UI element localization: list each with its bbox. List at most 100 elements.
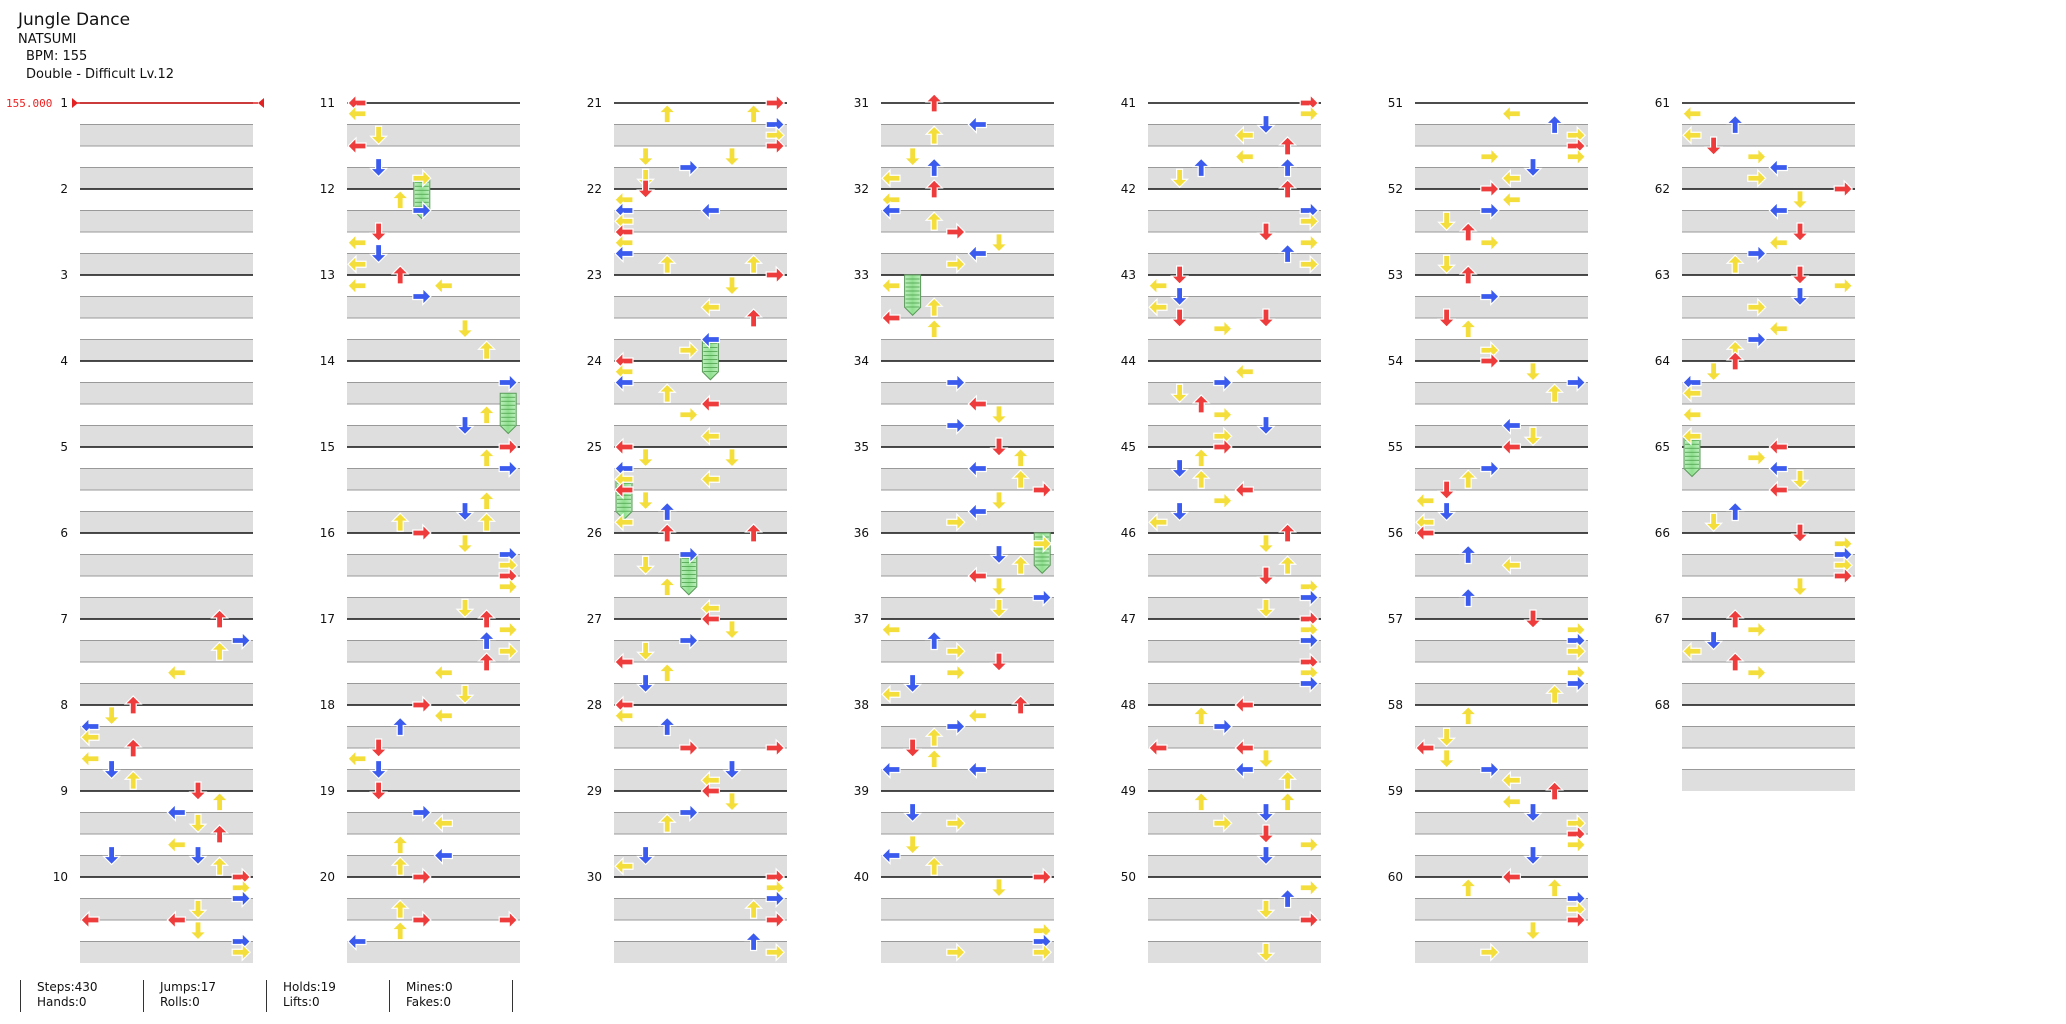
arrow-right-icon <box>1833 276 1854 296</box>
beat-stripe <box>80 769 253 791</box>
arrow-up-icon <box>477 404 497 425</box>
arrow-right-icon <box>1747 330 1767 349</box>
beat-stripe <box>1682 640 1855 662</box>
arrow-down-icon <box>1523 845 1543 866</box>
arrow-up-icon <box>477 512 497 532</box>
arrow-left-icon <box>700 426 721 446</box>
arrow-down-icon <box>369 157 389 178</box>
arrow-up-icon <box>123 695 143 715</box>
arrow-right-icon <box>412 867 432 887</box>
arrow-up-icon <box>477 609 497 629</box>
arrow-right-icon <box>765 93 786 113</box>
measure-number: 31 <box>854 96 869 110</box>
beat-stripe <box>80 210 253 232</box>
arrow-down-icon <box>1256 899 1276 920</box>
beat-stripe <box>1682 167 1855 189</box>
arrow-down-icon <box>1523 609 1543 629</box>
arrow-down-icon <box>455 534 475 554</box>
beat-stripe <box>80 597 253 619</box>
arrow-up-icon <box>1545 114 1565 135</box>
arrow-down-icon <box>1170 168 1190 189</box>
arrow-left-icon <box>700 201 721 220</box>
measure-number: 13 <box>320 268 335 282</box>
measure-number: 12 <box>320 182 335 196</box>
beat-stripe <box>1148 167 1321 189</box>
arrow-down-icon <box>1256 114 1276 135</box>
arrow-left-icon <box>881 201 901 220</box>
beat-stripe <box>881 511 1054 533</box>
measure-number: 11 <box>320 96 335 110</box>
arrow-right-icon <box>946 663 966 683</box>
arrow-left-icon <box>1768 201 1789 220</box>
arrow-down-icon <box>1437 254 1457 275</box>
beat-stripe <box>1415 468 1588 490</box>
measure-number: 62 <box>1655 182 1670 196</box>
beat-stripe <box>614 683 787 705</box>
beat-stripe <box>347 339 520 361</box>
arrow-right-icon <box>412 168 432 188</box>
beat-stripe <box>881 726 1054 748</box>
arrow-right-icon <box>1566 663 1587 683</box>
measure-number: 64 <box>1655 354 1670 368</box>
arrow-up-icon <box>1545 781 1565 801</box>
arrow-up-icon <box>657 103 677 124</box>
arrow-left-icon <box>881 190 901 210</box>
song-artist: NATSUMI <box>18 32 77 47</box>
arrow-right-icon <box>1299 577 1320 597</box>
measure-number: 15 <box>320 440 335 454</box>
measure-number: 40 <box>854 870 869 884</box>
arrow-left-icon <box>614 362 634 382</box>
arrow-left-icon <box>80 910 100 930</box>
arrow-up-icon <box>477 652 497 672</box>
measure-number: 23 <box>587 268 602 282</box>
arrow-down-icon <box>1790 523 1810 543</box>
arrow-up-icon <box>1191 791 1211 812</box>
arrow-left-icon <box>967 394 988 414</box>
measure-number: 34 <box>854 354 869 368</box>
arrow-left-icon <box>700 609 721 629</box>
beat-stripe <box>881 210 1054 232</box>
arrow-right-icon <box>1299 663 1320 683</box>
arrow-left-icon <box>347 136 367 156</box>
arrow-right-icon <box>1213 373 1233 392</box>
arrow-left-icon <box>1234 480 1255 500</box>
arrow-up-icon <box>744 308 764 328</box>
beat-stripe <box>614 425 787 447</box>
arrow-right-icon <box>1032 534 1053 554</box>
arrow-up-icon <box>924 318 944 339</box>
arrow-right-icon <box>1213 717 1233 736</box>
arrow-down-icon <box>1256 598 1276 619</box>
arrow-down-icon <box>903 738 923 758</box>
beat-stripe <box>881 941 1054 963</box>
arrow-left-icon <box>347 233 367 253</box>
beat-stripe <box>80 812 253 834</box>
arrow-up-icon <box>1725 254 1745 274</box>
arrow-right-icon <box>498 459 519 478</box>
beat-stripe <box>881 124 1054 146</box>
beat-stripe <box>1415 296 1588 318</box>
arrow-up-icon <box>657 813 677 833</box>
stats-col-jumps: Jumps:17 Rolls:0 <box>143 980 266 1012</box>
beat-stripe <box>1148 468 1321 490</box>
arrow-down-icon <box>1437 727 1457 748</box>
arrow-down-icon <box>1256 942 1276 963</box>
arrow-right-icon <box>231 878 252 898</box>
beat-stripe <box>1415 597 1588 619</box>
beat-stripe <box>80 726 253 748</box>
arrow-right-icon <box>1480 287 1500 306</box>
measure-number: 46 <box>1121 526 1136 540</box>
beat-stripe <box>881 640 1054 662</box>
arrow-left-icon <box>700 297 721 317</box>
arrow-left-icon <box>967 115 988 134</box>
arrow-down-icon <box>636 179 656 199</box>
beat-stripe <box>881 296 1054 318</box>
arrow-right-icon <box>1566 674 1587 693</box>
arrow-up-icon <box>924 297 944 317</box>
arrow-down-icon <box>989 598 1009 619</box>
arrow-left-icon <box>1768 459 1789 478</box>
arrow-up-icon <box>924 748 944 769</box>
arrow-down-icon <box>455 598 475 619</box>
arrow-down-icon <box>369 243 389 264</box>
arrow-right-icon <box>946 416 966 435</box>
measure-number: 39 <box>854 784 869 798</box>
